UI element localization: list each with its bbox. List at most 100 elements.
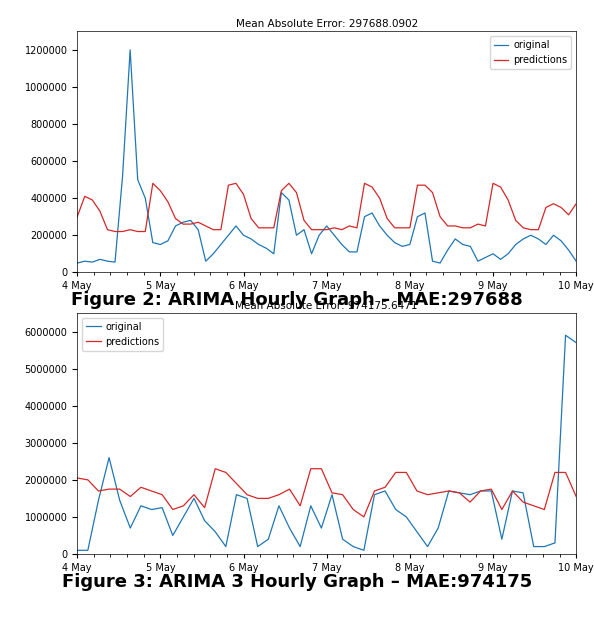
original bbox=[403, 513, 410, 521]
original bbox=[509, 487, 516, 495]
predictions bbox=[169, 506, 176, 513]
predictions bbox=[276, 491, 283, 498]
predictions bbox=[413, 487, 421, 495]
predictions bbox=[254, 495, 261, 502]
original bbox=[562, 332, 569, 339]
original bbox=[201, 517, 208, 525]
original bbox=[328, 491, 336, 498]
original bbox=[392, 506, 399, 513]
Line: predictions: predictions bbox=[77, 183, 576, 232]
predictions bbox=[201, 504, 208, 511]
predictions bbox=[119, 228, 126, 235]
original bbox=[530, 543, 538, 550]
predictions bbox=[137, 483, 144, 491]
predictions bbox=[233, 480, 240, 487]
predictions bbox=[191, 491, 198, 498]
Line: original: original bbox=[77, 50, 576, 263]
original bbox=[142, 195, 149, 202]
original bbox=[116, 496, 123, 504]
original bbox=[520, 489, 527, 496]
predictions bbox=[148, 487, 155, 495]
original bbox=[466, 491, 473, 498]
original bbox=[350, 543, 357, 550]
original bbox=[222, 543, 229, 550]
Title: Mean Absolute Error: 297688.0902: Mean Absolute Error: 297688.0902 bbox=[236, 19, 418, 29]
predictions bbox=[106, 485, 113, 493]
original bbox=[361, 546, 368, 554]
predictions bbox=[112, 228, 119, 235]
original bbox=[435, 525, 442, 532]
predictions bbox=[477, 487, 484, 495]
predictions bbox=[573, 493, 580, 500]
original bbox=[276, 502, 283, 510]
original bbox=[244, 495, 251, 502]
original bbox=[413, 528, 421, 535]
original bbox=[551, 539, 558, 546]
predictions bbox=[403, 469, 410, 476]
original bbox=[157, 241, 164, 249]
predictions bbox=[222, 469, 229, 476]
original bbox=[74, 546, 81, 554]
original bbox=[74, 259, 81, 267]
Title: Mean Absolute Error: 974175.6471: Mean Absolute Error: 974175.6471 bbox=[235, 301, 418, 311]
predictions bbox=[488, 485, 495, 493]
predictions bbox=[84, 476, 91, 484]
Legend: original, predictions: original, predictions bbox=[490, 36, 571, 69]
predictions bbox=[424, 491, 431, 498]
predictions bbox=[74, 213, 81, 220]
predictions bbox=[573, 200, 580, 207]
predictions bbox=[498, 506, 505, 513]
original bbox=[339, 535, 346, 543]
predictions bbox=[328, 489, 336, 496]
original bbox=[159, 504, 166, 511]
predictions bbox=[95, 487, 102, 495]
predictions bbox=[542, 203, 549, 211]
predictions bbox=[551, 469, 558, 476]
predictions bbox=[339, 491, 346, 498]
Legend: original, predictions: original, predictions bbox=[82, 318, 163, 351]
predictions bbox=[509, 487, 516, 495]
original bbox=[169, 531, 176, 539]
predictions bbox=[371, 487, 378, 495]
predictions bbox=[180, 502, 187, 510]
predictions bbox=[286, 485, 293, 493]
predictions bbox=[315, 226, 323, 233]
original bbox=[488, 487, 495, 495]
predictions bbox=[296, 502, 304, 510]
original bbox=[541, 543, 548, 550]
original bbox=[296, 543, 304, 550]
original bbox=[477, 487, 484, 495]
original bbox=[233, 491, 240, 498]
Line: predictions: predictions bbox=[77, 469, 576, 517]
predictions bbox=[74, 475, 81, 482]
predictions bbox=[435, 489, 442, 496]
original bbox=[424, 543, 431, 550]
predictions bbox=[446, 487, 453, 495]
original bbox=[180, 513, 187, 521]
predictions bbox=[350, 506, 357, 513]
predictions bbox=[159, 491, 166, 498]
original bbox=[137, 502, 144, 510]
original bbox=[498, 535, 505, 543]
original bbox=[371, 491, 378, 498]
original bbox=[211, 528, 219, 535]
original bbox=[265, 535, 272, 543]
predictions bbox=[467, 224, 474, 232]
predictions bbox=[541, 506, 548, 513]
original bbox=[127, 46, 134, 54]
Text: Figure 2: ARIMA Hourly Graph – MAE:297688: Figure 2: ARIMA Hourly Graph – MAE:29768… bbox=[71, 291, 523, 309]
original bbox=[318, 525, 325, 532]
original bbox=[542, 241, 549, 249]
predictions bbox=[142, 228, 149, 235]
original bbox=[254, 543, 261, 550]
original bbox=[456, 489, 463, 496]
original bbox=[148, 506, 155, 513]
original bbox=[286, 525, 293, 532]
predictions bbox=[265, 495, 272, 502]
Line: original: original bbox=[77, 336, 576, 550]
predictions bbox=[456, 489, 463, 496]
original bbox=[308, 250, 315, 257]
predictions bbox=[562, 469, 569, 476]
predictions bbox=[293, 189, 300, 197]
predictions bbox=[381, 483, 388, 491]
